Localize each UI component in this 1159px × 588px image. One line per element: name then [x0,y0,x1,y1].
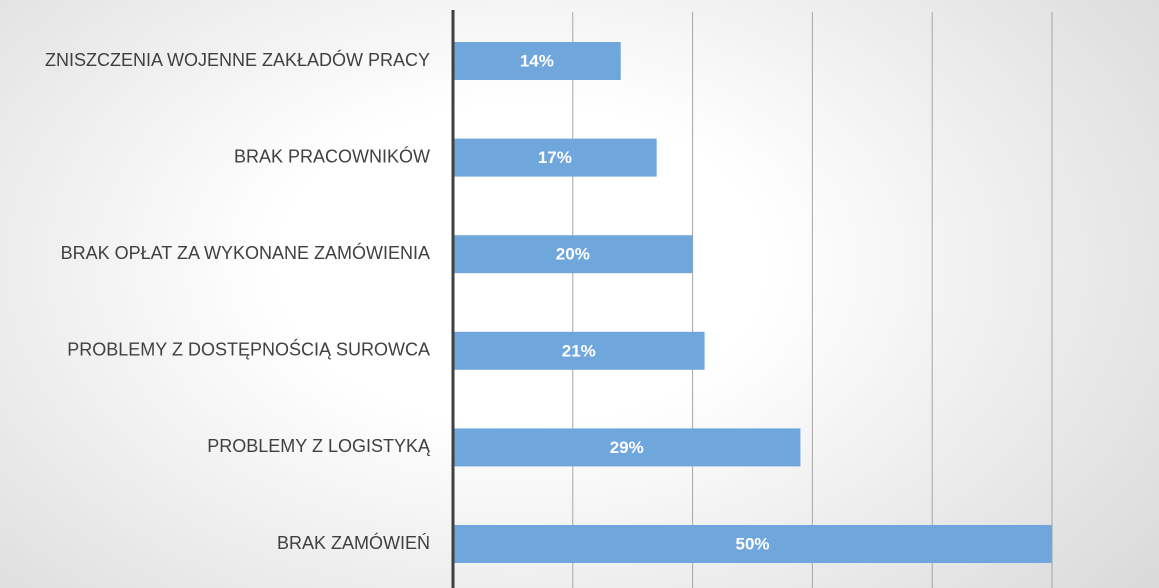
bar [453,331,705,370]
category-label: BRAK PRACOWNIKÓW [234,145,430,166]
data-label: 14% [520,51,554,70]
bar [453,428,801,467]
category-label: PROBLEMY Z LOGISTYKĄ [207,436,431,456]
category-label: BRAK OPŁAT ZA WYKONANE ZAMÓWIENIA [61,242,430,263]
data-label: 17% [538,148,572,167]
data-label: 21% [562,341,596,360]
category-label: PROBLEMY Z DOSTĘPNOŚCIĄ SUROWCA [67,339,430,360]
data-label: 50% [735,534,769,553]
bar [453,235,693,274]
category-label: BRAK ZAMÓWIEŃ [277,532,430,553]
category-label: ZNISZCZENIA WOJENNE ZAKŁADÓW PRACY [45,49,430,70]
bar [453,138,657,177]
data-label: 20% [556,245,590,264]
bar [453,525,1052,563]
bar [453,42,621,80]
data-label: 29% [610,438,644,457]
